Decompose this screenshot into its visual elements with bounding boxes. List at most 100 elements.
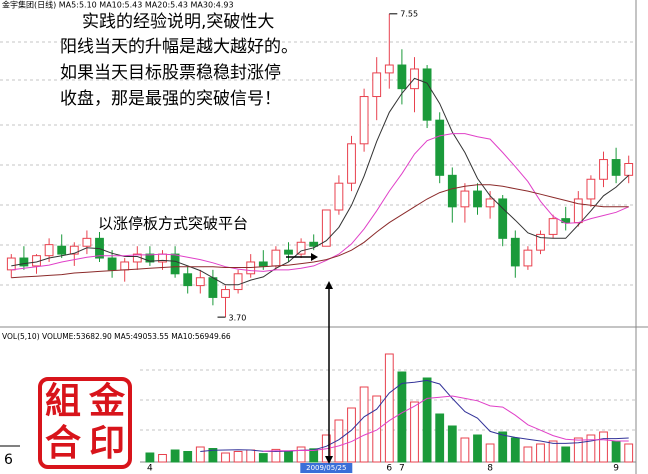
x-tick-label: 6 — [386, 464, 392, 474]
candle-body — [233, 273, 243, 291]
volume-bar — [611, 440, 621, 463]
candle-body — [624, 163, 634, 176]
volume-bar — [145, 452, 155, 463]
candle-body — [321, 209, 331, 247]
volume-bar — [208, 448, 218, 463]
stamp-char: 金 — [88, 380, 126, 422]
ma-line — [11, 184, 629, 279]
candle-body — [296, 241, 306, 255]
volume-bar — [435, 413, 445, 463]
candle-body — [561, 218, 571, 224]
annotation-line: 收盘，那是最强的突破信号！ — [60, 89, 281, 109]
volume-header: VOL(5,10) VOLUME:53682.90 MA5:49053.55 M… — [2, 332, 231, 341]
candle-body — [57, 245, 67, 255]
candle-body — [397, 64, 407, 90]
candle-body — [271, 249, 281, 267]
candle-body — [460, 190, 470, 208]
stamp-char: 印 — [89, 423, 125, 464]
arrow-head — [311, 253, 318, 261]
volume-ma-line — [200, 379, 629, 453]
volume-bar — [221, 452, 230, 463]
volume-bar — [183, 451, 193, 463]
candle-body — [548, 218, 558, 235]
x-tick-label: 7 — [399, 464, 405, 474]
volume-bar — [258, 453, 268, 463]
stamp-char: 合 — [45, 423, 81, 464]
annotation-line: 如果当天目标股票稳稳封涨停 — [60, 63, 281, 83]
volume-bar — [384, 353, 394, 463]
volume-bar — [334, 419, 344, 463]
stamp-char: 組 — [45, 381, 81, 422]
volume-bar — [599, 431, 608, 463]
candle-body — [208, 277, 218, 298]
candle-body — [372, 72, 382, 98]
candle-body — [523, 249, 533, 267]
candle-body — [485, 198, 495, 208]
candle-body — [447, 174, 457, 208]
candle-body — [435, 119, 445, 176]
candle-body — [599, 159, 608, 180]
volume-bar — [460, 437, 470, 463]
candle-body — [183, 273, 193, 287]
volume-bar — [347, 407, 356, 463]
candle-body — [586, 178, 596, 200]
annotation: 实践的经验说明,突破性大 阳线当天的升幅是越大越好的。 如果当天目标股票稳稳封涨… — [60, 12, 298, 109]
candle-body — [195, 277, 205, 287]
date-highlight — [300, 463, 353, 473]
candle-body — [107, 257, 117, 271]
x-tick-label: 8 — [487, 464, 493, 474]
extreme-label: 3.70 — [229, 314, 247, 323]
volume-bar — [510, 437, 520, 463]
candle-body — [145, 253, 155, 263]
volume-bar — [523, 446, 533, 463]
candle-body — [498, 198, 508, 239]
volume-bar — [158, 454, 167, 463]
stamp-border — [38, 377, 132, 469]
candle-body — [510, 237, 520, 267]
candle-body — [347, 143, 356, 184]
volume-bar — [195, 446, 205, 463]
volume-bar — [170, 449, 180, 463]
candle-body — [309, 241, 319, 247]
volume-bar — [271, 448, 281, 463]
x-tick-label: 9 — [613, 464, 619, 474]
candle-body — [359, 96, 369, 145]
volume-bar — [548, 440, 558, 463]
candle-body — [69, 245, 79, 255]
candle-body — [221, 289, 230, 298]
arrow-label: 以涨停板方式突破平台 — [98, 215, 248, 233]
volume-bar — [573, 437, 583, 463]
candle-body — [384, 64, 394, 74]
volume-bar — [233, 451, 243, 463]
corner-label: 6 — [4, 452, 13, 468]
volume-bar — [447, 425, 457, 463]
volume-ma-line — [263, 395, 629, 452]
candle-body — [170, 253, 180, 275]
marks: 4 2009/05/25 6 7 8 97.553.70 — [6, 9, 634, 474]
volume-bar — [246, 449, 256, 463]
volume-bar — [410, 401, 419, 463]
stamp: 組 金 合 印 — [38, 377, 132, 469]
candle-body — [536, 233, 545, 251]
volume-bar — [372, 395, 382, 463]
volume-bar — [397, 371, 407, 463]
chart-header: 金宇集团(日线) MA5:5.10 MA10:5.43 MA20:5.43 MA… — [2, 0, 234, 10]
annotation-line: 实践的经验说明,突破性大 — [82, 12, 274, 32]
volume-bar — [359, 386, 369, 463]
volume-bar — [536, 443, 545, 463]
candle-body — [422, 68, 432, 121]
volume-bar — [309, 448, 319, 463]
candle-body — [82, 237, 92, 247]
candle-body — [19, 257, 29, 267]
candle-body — [44, 244, 54, 257]
candle-body — [284, 249, 293, 255]
candle-body — [120, 261, 130, 271]
volume-bar — [498, 431, 508, 463]
volume-bar — [284, 450, 293, 463]
volume-bar — [624, 443, 634, 463]
volume-bar — [473, 434, 482, 463]
volume-bar — [561, 446, 571, 463]
candle-body — [258, 261, 268, 267]
volume-bar — [296, 446, 306, 463]
